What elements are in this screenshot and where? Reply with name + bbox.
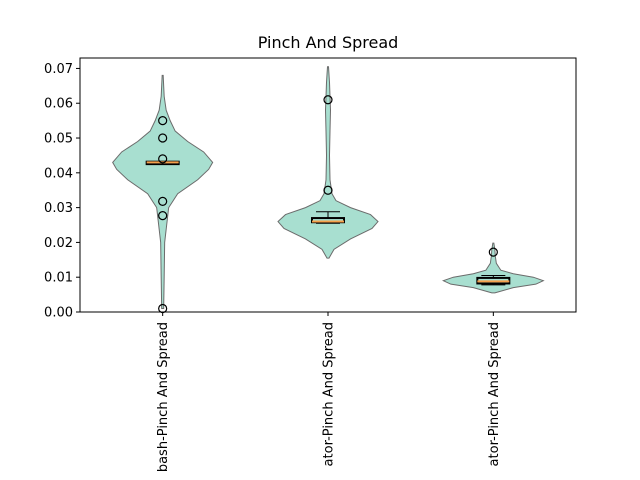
violin-body: [277, 66, 379, 259]
category-label: ator-Pinch And Spread: [322, 322, 337, 466]
y-tick-label: 0.02: [44, 236, 73, 251]
plot-area: [112, 66, 545, 314]
y-tick-label: 0.00: [44, 306, 73, 321]
outlier-point: [158, 116, 168, 126]
category-label: ator-Pinch And Spread: [487, 322, 502, 466]
chart-title: Pinch And Spread: [258, 33, 399, 52]
outlier-point: [323, 185, 333, 195]
outlier-point: [488, 247, 498, 257]
violin-body: [112, 74, 214, 310]
outlier-point: [158, 154, 168, 164]
x-axis: bash-Pinch And Spread ator-Pinch And Spre…: [156, 312, 502, 472]
outlier-point: [158, 133, 168, 143]
y-tick-label: 0.01: [44, 271, 73, 286]
outlier-point: [158, 196, 168, 206]
y-tick-label: 0.03: [44, 201, 73, 216]
plot-frame: [79, 57, 577, 313]
y-tick-label: 0.05: [44, 132, 73, 147]
y-tick-label: 0.07: [44, 62, 73, 77]
y-axis: 0.00 0.01 0.02 0.03 0.04 0.05 0.06 0.07: [44, 62, 80, 321]
outlier-point: [158, 211, 168, 221]
violin-body: [441, 242, 545, 294]
outlier-point: [323, 95, 333, 105]
y-tick-label: 0.06: [44, 97, 73, 112]
category-label: bash-Pinch And Spread: [156, 322, 171, 472]
y-tick-label: 0.04: [44, 166, 73, 181]
